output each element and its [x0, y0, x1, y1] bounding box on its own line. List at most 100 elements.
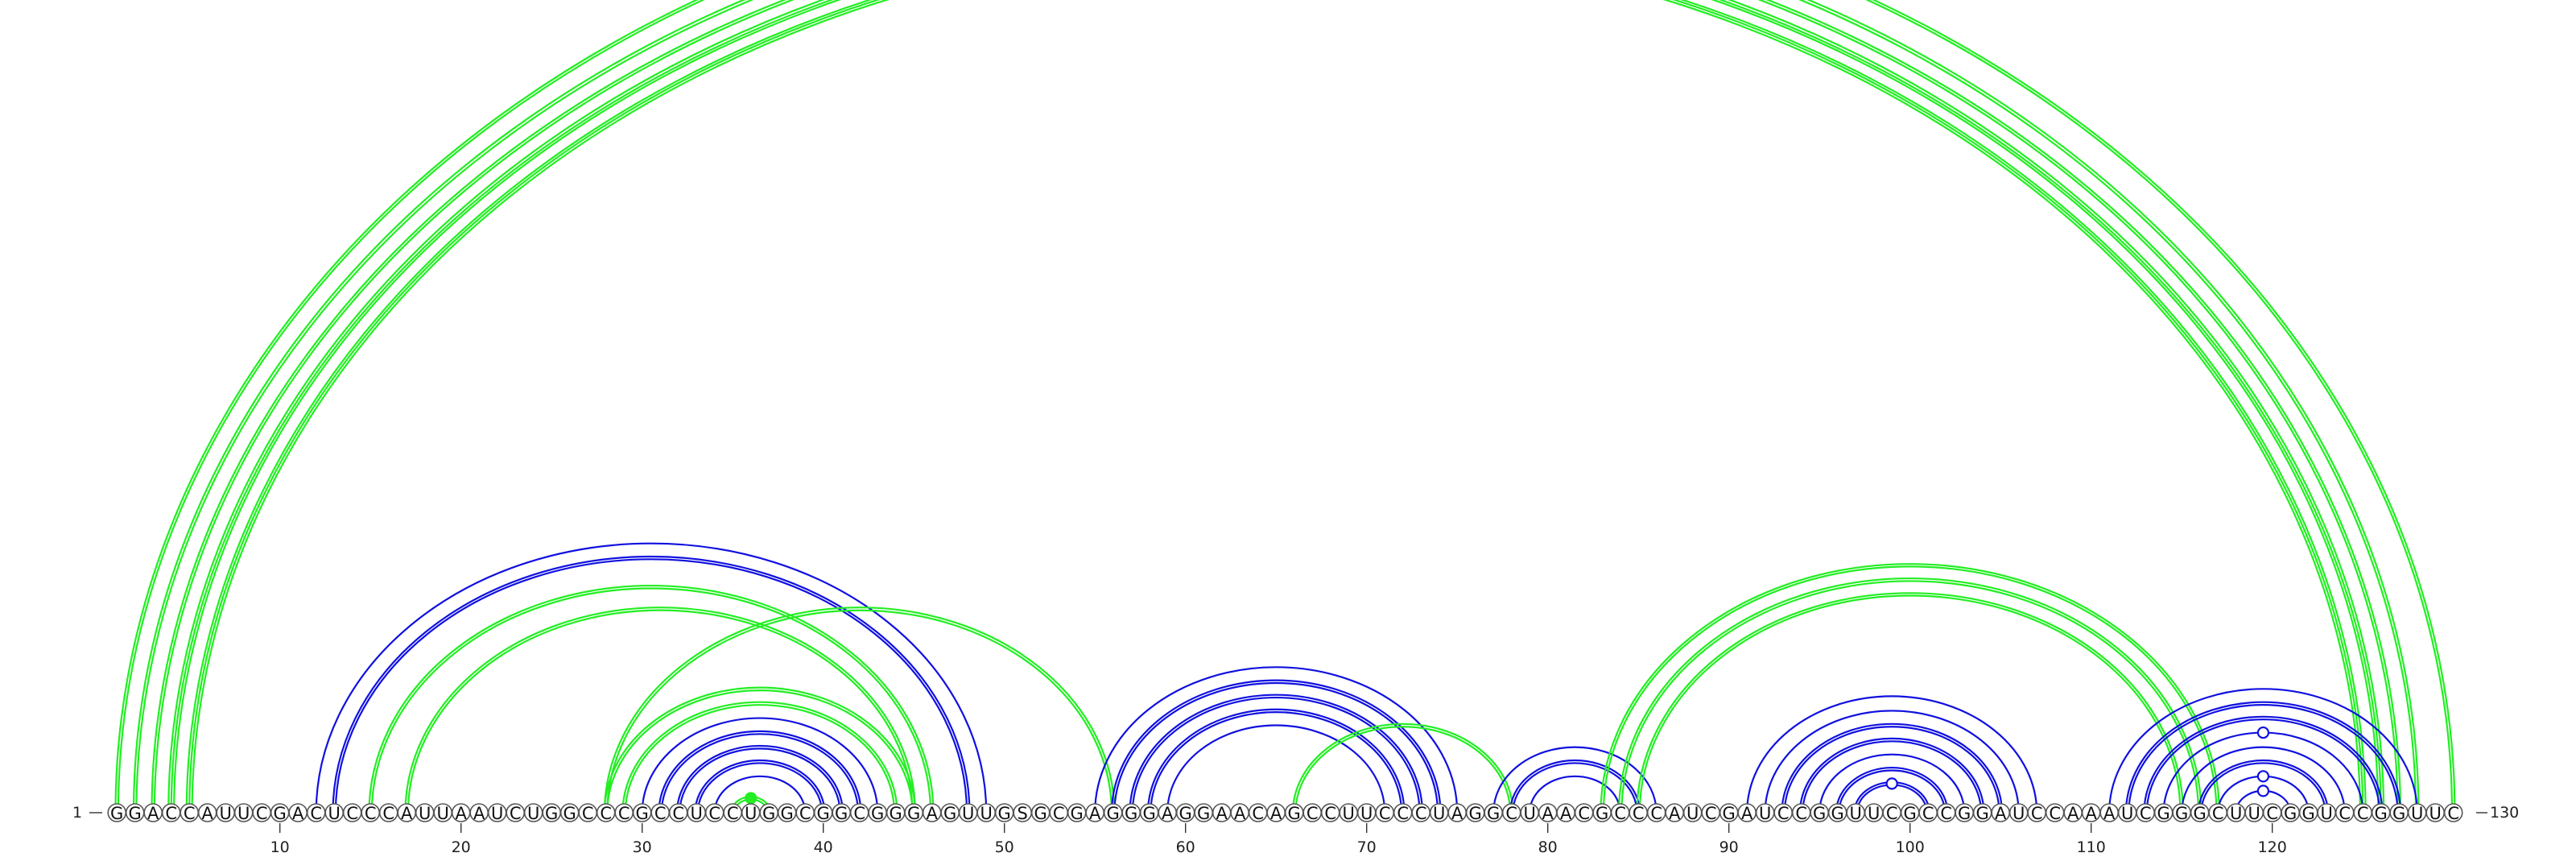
base-pair-arc-1-130 — [117, 0, 2454, 814]
nucleotide-letter-98: U — [1868, 804, 1880, 823]
nucleotide-letter-79: U — [1524, 804, 1536, 823]
base-pair-arc-3-127 — [153, 0, 2399, 814]
nucleotide-circle-130 — [2443, 803, 2463, 822]
nucleotide-letter-13: U — [328, 804, 341, 823]
nucleotide-letter-104: G — [1976, 804, 1989, 823]
nucleotide-letter-23: C — [510, 804, 522, 823]
nucleotide-letter-6: A — [202, 804, 214, 823]
nucleotide-letter-85: C — [1633, 804, 1645, 823]
nucleotide-letter-40: G — [817, 804, 830, 823]
nucleotide-letter-52: G — [1034, 804, 1047, 823]
nucleotide-letter-15: C — [365, 804, 377, 823]
nucleotide-letter-21: A — [473, 804, 485, 823]
nucleotide-letter-130: C — [2447, 804, 2459, 823]
nucleotide-letter-43: G — [871, 804, 884, 823]
base-pair-arc-113-126 — [2145, 718, 2381, 814]
arc-apex-marker-117-122 — [2256, 770, 2270, 783]
base-pair-arc-55-75 — [1094, 666, 1459, 814]
base-pair-arc-17-45 — [404, 607, 916, 814]
tick-label-80: 80 — [1538, 838, 1558, 856]
nucleotide-letter-71: C — [1379, 804, 1391, 823]
base-pair-arc-1-130 — [114, 0, 2456, 814]
nucleotide-letter-50: G — [998, 804, 1011, 823]
base-pair-arc-13-48 — [332, 555, 971, 814]
nucleotide-letter-113: C — [2140, 804, 2152, 823]
nucleotide-letter-103: G — [1958, 804, 1971, 823]
nucleotide-letter-46: A — [927, 804, 939, 823]
base-pair-arc-3-127 — [151, 0, 2401, 814]
nucleotide-letter-58: G — [1143, 804, 1156, 823]
base-pair-arc-77-86 — [1492, 746, 1657, 814]
nucleotide-letter-34: C — [708, 804, 720, 823]
base-pair-arc-92-106 — [1764, 710, 2020, 814]
nucleotide-letter-123: U — [2321, 804, 2333, 823]
nucleotide-letter-24: U — [527, 804, 539, 823]
base-pair-arc-85-115 — [1636, 592, 2184, 814]
nucleotide-letter-62: A — [1216, 804, 1228, 823]
nucleotide-letter-90: G — [1723, 804, 1736, 823]
base-pair-arc-4-126 — [167, 0, 2385, 814]
nucleotide-letter-11: A — [292, 804, 304, 823]
base-pair-arc-85-115 — [1638, 594, 2182, 814]
nucleotide-letter-121: G — [2284, 804, 2297, 823]
base-pair-arc-59-71 — [1166, 724, 1386, 814]
nucleotide-letter-53: C — [1053, 804, 1065, 823]
nucleotide-letter-73: C — [1415, 804, 1427, 823]
nucleotide-letter-119: U — [2248, 804, 2260, 823]
nucleotide-letter-65: A — [1270, 804, 1282, 823]
nucleotide-letter-84: C — [1614, 804, 1626, 823]
nucleotide-letter-122: G — [2302, 804, 2315, 823]
nucleotide-letter-22: U — [491, 804, 503, 823]
base-pair-arc-78-85 — [1509, 759, 1641, 814]
nucleotide-letter-81: A — [1560, 804, 1572, 823]
nucleotide-letter-47: G — [943, 804, 956, 823]
nucleotide-letter-55: A — [1089, 804, 1101, 823]
base-pair-arc-93-105 — [1783, 726, 2000, 814]
nucleotide-letter-63: A — [1234, 804, 1246, 823]
base-pair-arc-57-73 — [1129, 693, 1423, 814]
nucleotide-letter-26: G — [564, 804, 576, 823]
nucleotide-letter-54: G — [1071, 804, 1084, 823]
nucleotide-letter-16: C — [382, 804, 394, 823]
base-pair-arc-58-72 — [1146, 708, 1406, 814]
base-pair-arc-58-72 — [1150, 711, 1403, 814]
nucleotide-letter-14: C — [346, 804, 358, 823]
nucleotide-letter-118: U — [2230, 804, 2242, 823]
base-pair-arc-29-44 — [621, 701, 898, 814]
nucleotide-letter-91: A — [1741, 804, 1753, 823]
nucleotide-letter-110: A — [2086, 804, 2098, 823]
nucleotide-letter-96: G — [1831, 804, 1844, 823]
nucleotide-letter-35: C — [727, 804, 739, 823]
base-pair-arc-2-128 — [135, 0, 2417, 814]
base-pair-arc-5-125 — [185, 0, 2367, 814]
nucleotide-letter-37: G — [762, 804, 775, 823]
nucleotide-letter-111: A — [2103, 804, 2116, 823]
nucleotide-letter-72: C — [1397, 804, 1409, 823]
nucleotide-letter-45: G — [907, 804, 920, 823]
base-pair-arc-15-46 — [370, 587, 932, 814]
base-pair-arc-33-40 — [694, 759, 826, 814]
nucleotide-letter-128: U — [2411, 804, 2423, 823]
base-pair-arc-66-78 — [1291, 722, 1514, 814]
nucleotide-letter-31: C — [654, 804, 667, 823]
nucleotide-letter-5: C — [184, 804, 196, 823]
nucleotide-letter-61: G — [1197, 804, 1210, 823]
nucleotide-letter-82: C — [1578, 804, 1590, 823]
tick-label-40: 40 — [814, 838, 833, 856]
base-pair-arc-31-42 — [658, 730, 862, 814]
tick-label-70: 70 — [1357, 838, 1377, 856]
tick-label-90: 90 — [1719, 838, 1739, 856]
nucleotide-letter-77: G — [1487, 804, 1500, 823]
nucleotide-letter-60: G — [1179, 804, 1192, 823]
base-pair-arc-94-104 — [1802, 740, 1983, 814]
nucleotide-letter-4: C — [165, 804, 177, 823]
base-pair-arc-28-45 — [606, 689, 914, 814]
nucleotide-letter-99: C — [1886, 804, 1898, 823]
nucleotide-letter-76: G — [1469, 804, 1482, 823]
nucleotide-letter-18: U — [419, 804, 431, 823]
base-pair-arc-28-56 — [606, 609, 1113, 814]
nucleotide-letter-8: U — [237, 804, 250, 823]
backbone-layer: 1 130 — [72, 804, 2519, 822]
